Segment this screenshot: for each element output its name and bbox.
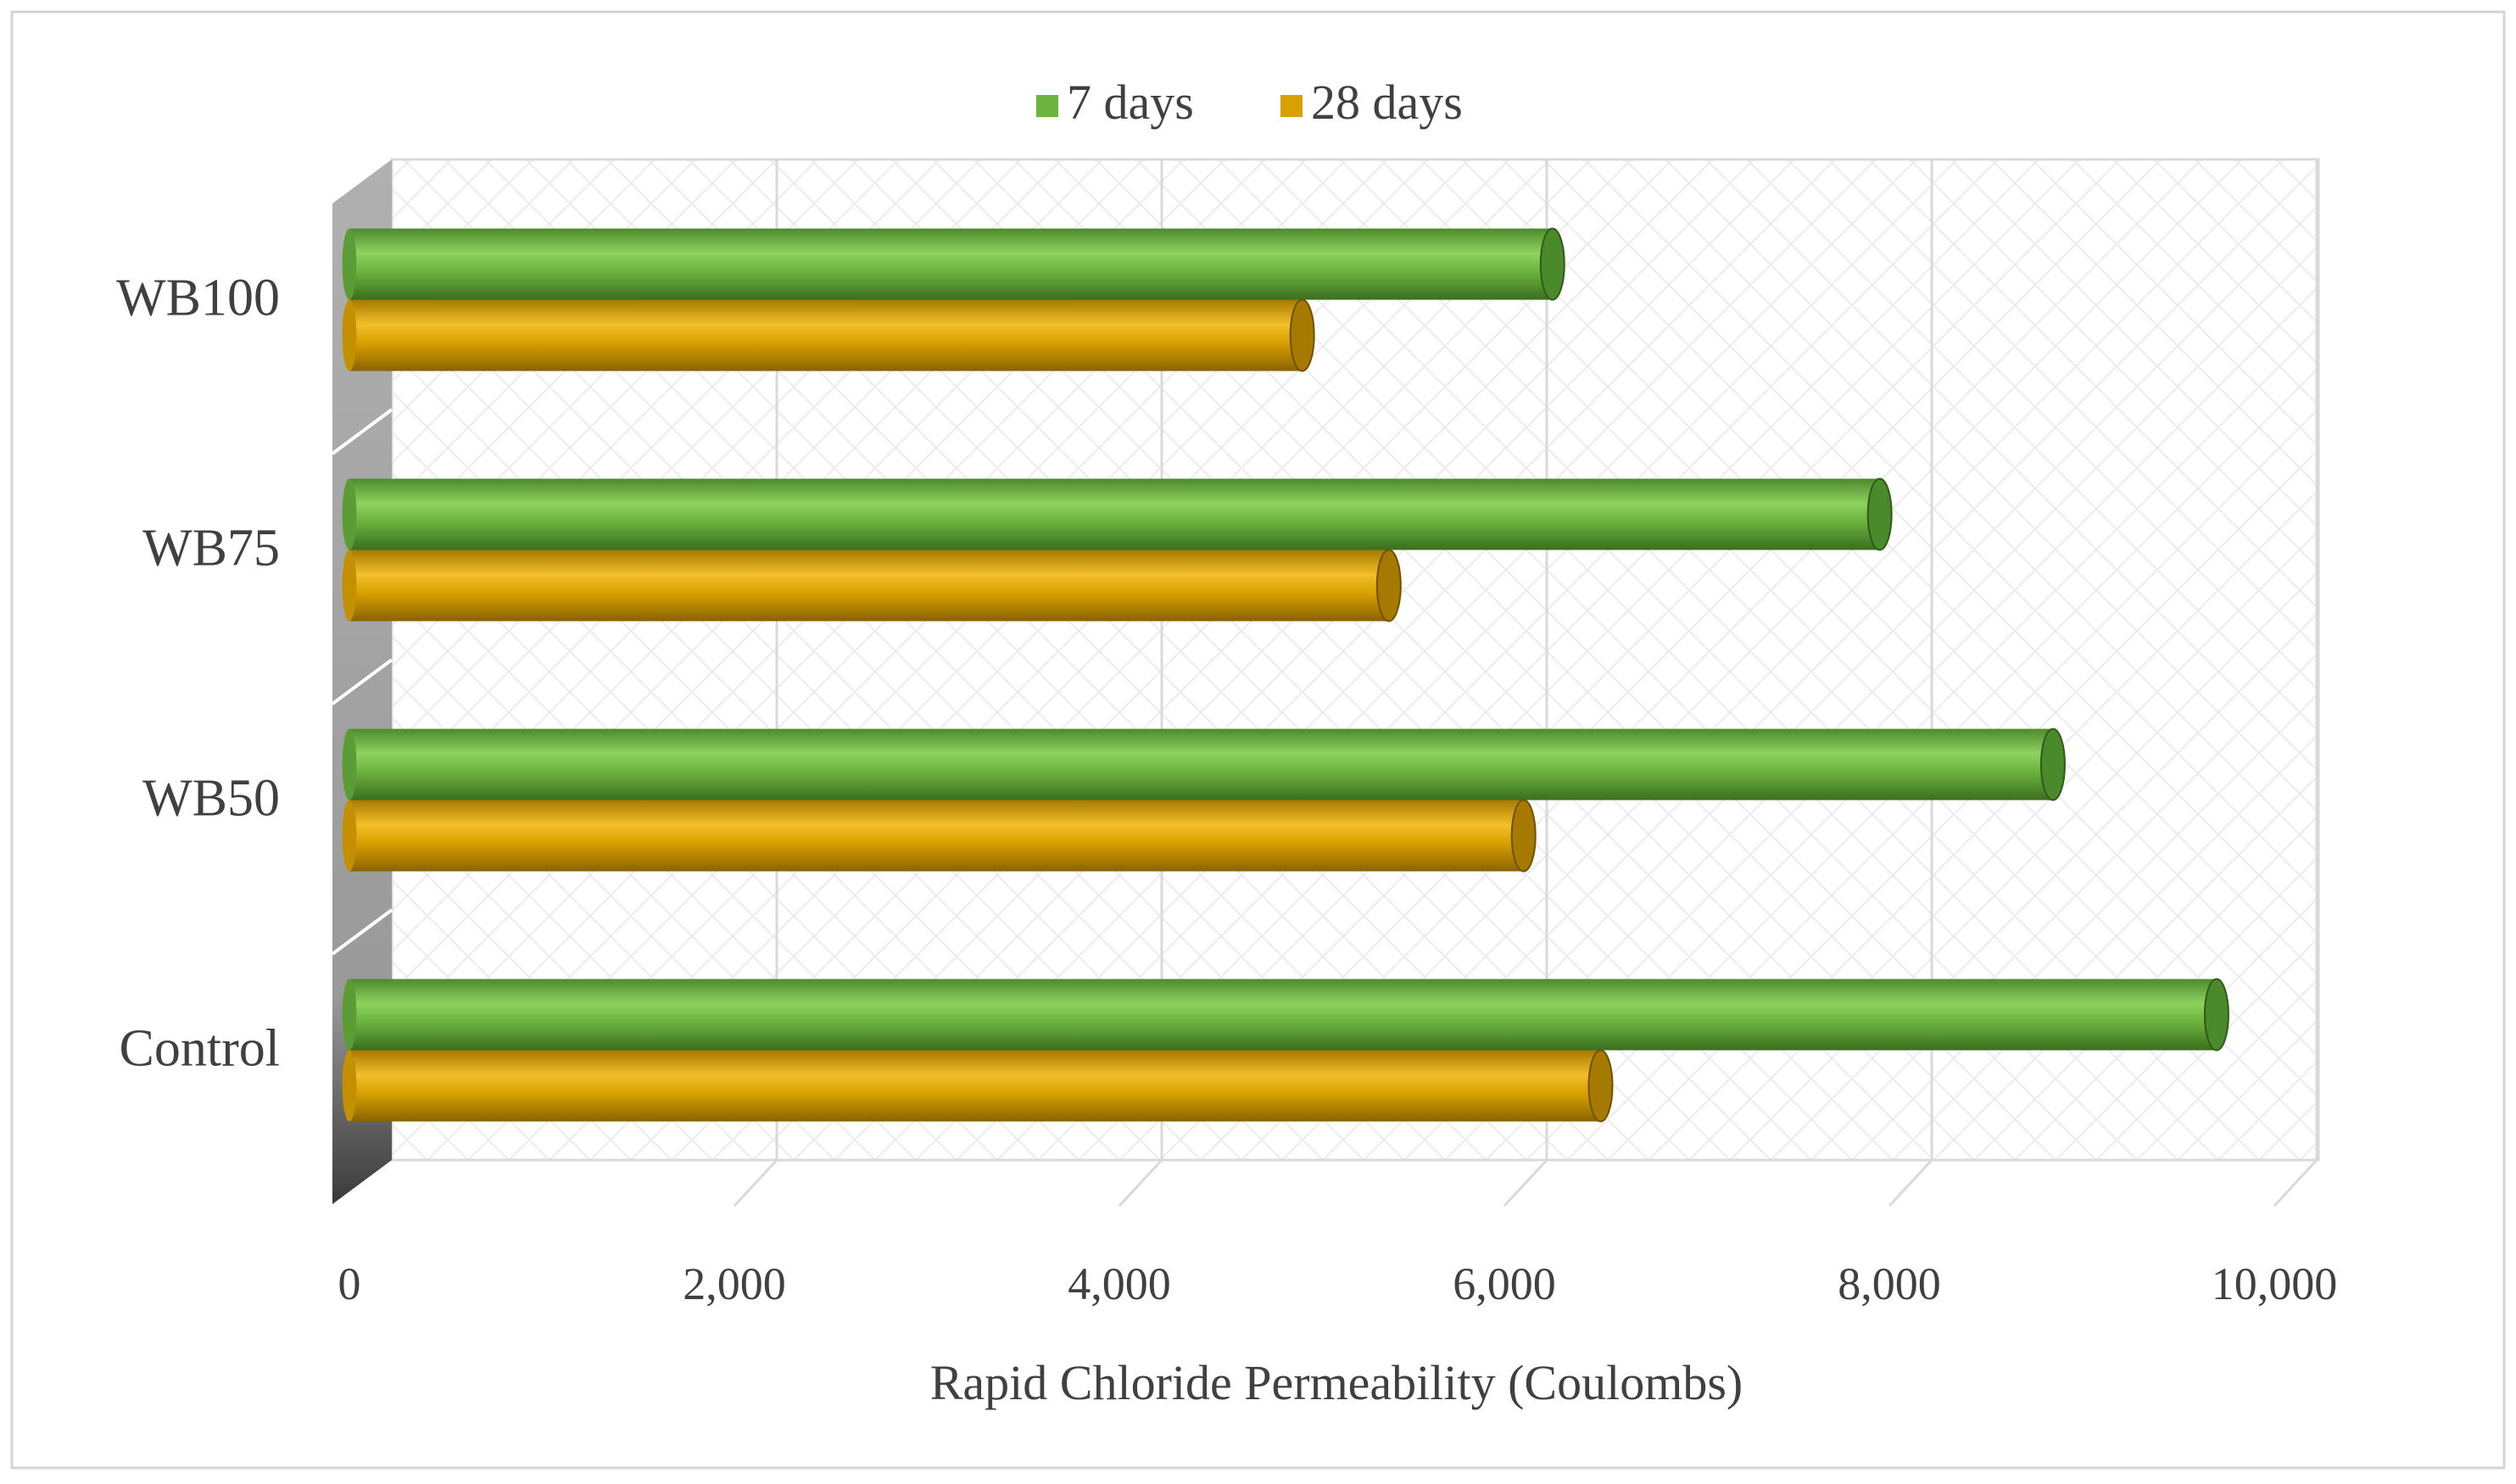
legend-swatch-28-days — [1280, 95, 1303, 117]
x-tick-label: 4,000 — [1068, 1258, 1171, 1309]
floor-gridline — [1888, 1158, 1933, 1208]
bar-cap — [1375, 549, 1402, 622]
bar-cap — [2203, 978, 2229, 1052]
y-tick-label: WB50 — [142, 770, 280, 828]
x-tick-label: 8,000 — [1838, 1258, 1941, 1309]
floor-gridline — [1118, 1158, 1163, 1208]
bar-28-days-WB75 — [342, 549, 1402, 622]
bar-7-days-WB50 — [342, 728, 2066, 801]
bar-base — [342, 550, 357, 622]
bar-cap — [2039, 728, 2066, 801]
category-separator — [331, 408, 393, 455]
x-tick-label: 10,000 — [2212, 1258, 2338, 1309]
bar-body — [349, 550, 1389, 622]
bar-28-days-WB100 — [342, 298, 1315, 372]
bar-body — [349, 1050, 1601, 1122]
bar-28-days-Control — [342, 1049, 1614, 1123]
bar-body — [349, 478, 1880, 550]
bar-base — [342, 478, 357, 550]
category-separator — [331, 908, 393, 956]
bar-body — [349, 800, 1524, 872]
x-tick-label: 2,000 — [683, 1258, 786, 1309]
bar-body — [349, 228, 1553, 300]
legend: 7 days 28 days — [1036, 75, 1463, 130]
legend-label-7-days: 7 days — [1067, 75, 1194, 130]
y-tick-label: Control — [120, 1020, 280, 1078]
bar-7-days-Control — [342, 978, 2229, 1052]
bar-body — [349, 299, 1303, 371]
chart-border — [10, 10, 2506, 1470]
bar-base — [342, 800, 357, 872]
bar-28-days-WB50 — [342, 799, 1537, 873]
bar-7-days-WB75 — [342, 477, 1893, 551]
x-tick-labels: 0 2,000 4,000 6,000 8,000 10,000 — [338, 1258, 2338, 1309]
category-separator — [331, 658, 393, 706]
bar-base — [342, 1050, 357, 1122]
floor-gridline — [1503, 1158, 1548, 1208]
depth-lines — [331, 408, 393, 956]
bar-base — [342, 728, 357, 801]
bar-cap — [1866, 477, 1893, 551]
legend-swatch-7-days — [1036, 95, 1058, 117]
y-tick-label: WB75 — [142, 520, 280, 577]
bar-base — [342, 979, 357, 1051]
y-tick-label: WB100 — [116, 270, 280, 327]
x-tick-label: 6,000 — [1453, 1258, 1556, 1309]
bars — [342, 227, 2229, 1123]
bar-7-days-WB100 — [342, 227, 1565, 301]
bar-base — [342, 299, 357, 371]
bar-body — [349, 728, 2053, 801]
x-axis-label: Rapid Chloride Permeability (Coulombs) — [930, 1355, 1743, 1410]
floor-gridline — [733, 1158, 778, 1208]
y-tick-labels: Control WB50 WB75 WB100 — [116, 270, 280, 1078]
bar-cap — [1587, 1049, 1614, 1123]
bar-body — [349, 979, 2217, 1051]
bar-cap — [1510, 799, 1537, 873]
x-tick-label: 0 — [338, 1258, 361, 1309]
bar-cap — [1539, 227, 1565, 301]
bar-base — [342, 228, 357, 300]
floor-gridline — [2273, 1158, 2318, 1208]
bar-cap — [1289, 298, 1315, 372]
legend-label-28-days: 28 days — [1311, 75, 1463, 130]
